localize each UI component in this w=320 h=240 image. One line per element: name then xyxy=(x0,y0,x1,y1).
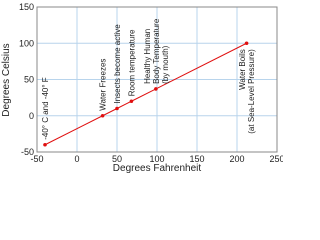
data-point xyxy=(43,142,47,147)
data-point xyxy=(129,99,134,104)
data-point xyxy=(115,106,119,111)
y-tick-label: 100 xyxy=(19,38,34,48)
x-tick-label: 50 xyxy=(112,154,122,164)
data-point xyxy=(154,87,158,91)
x-tick-label: -50 xyxy=(30,154,43,164)
x-tick-label: 100 xyxy=(149,154,164,164)
plot-frame xyxy=(36,6,278,153)
x-tick-label: 0 xyxy=(74,154,79,164)
annotation-line: Body Temperature xyxy=(152,18,161,84)
x-tick-label: 250 xyxy=(269,154,283,164)
annotation: Water Freezes xyxy=(99,59,108,111)
annotation-line: Room temperature xyxy=(127,29,136,96)
y-tick-label: 0 xyxy=(29,111,34,121)
chart: Degrees Fahrenheit Degrees Celsius -50 0 5… xyxy=(1,2,283,174)
annotation: -40° C and -40° F xyxy=(41,77,50,140)
y-tick-label: 150 xyxy=(19,2,34,12)
annotation-line: Healthy Human xyxy=(143,29,152,84)
annotation: Room temperature xyxy=(127,29,136,96)
annotation-line: Water Boils xyxy=(238,49,247,90)
annotation: Healthy HumanBody Temperature(by mouth) xyxy=(143,18,170,84)
annotation-line: (by mouth) xyxy=(161,45,170,84)
annotation-line: Insects become active xyxy=(113,24,122,104)
annotation-line: Water Freezes xyxy=(99,59,108,111)
annotation: Water Boils(at Sea-Level Pressure) xyxy=(238,49,256,134)
y-tick-label: 50 xyxy=(24,75,34,85)
x-tick-label: 150 xyxy=(189,154,204,164)
page: {"chart_data": {"type": "line", "x_label… xyxy=(1,2,283,174)
data-point xyxy=(100,113,105,118)
data-line xyxy=(44,42,247,146)
y-tick-label: -50 xyxy=(21,147,34,157)
data-point xyxy=(244,41,249,46)
y-axis-label: Degrees Celsius xyxy=(1,43,12,116)
annotation-line: -40° C and -40° F xyxy=(41,77,50,140)
annotation-line: (at Sea-Level Pressure) xyxy=(247,49,256,134)
x-axis-label: Degrees Fahrenheit xyxy=(113,163,202,174)
x-tick-label: 200 xyxy=(229,154,244,164)
annotation: Insects become active xyxy=(113,24,122,104)
